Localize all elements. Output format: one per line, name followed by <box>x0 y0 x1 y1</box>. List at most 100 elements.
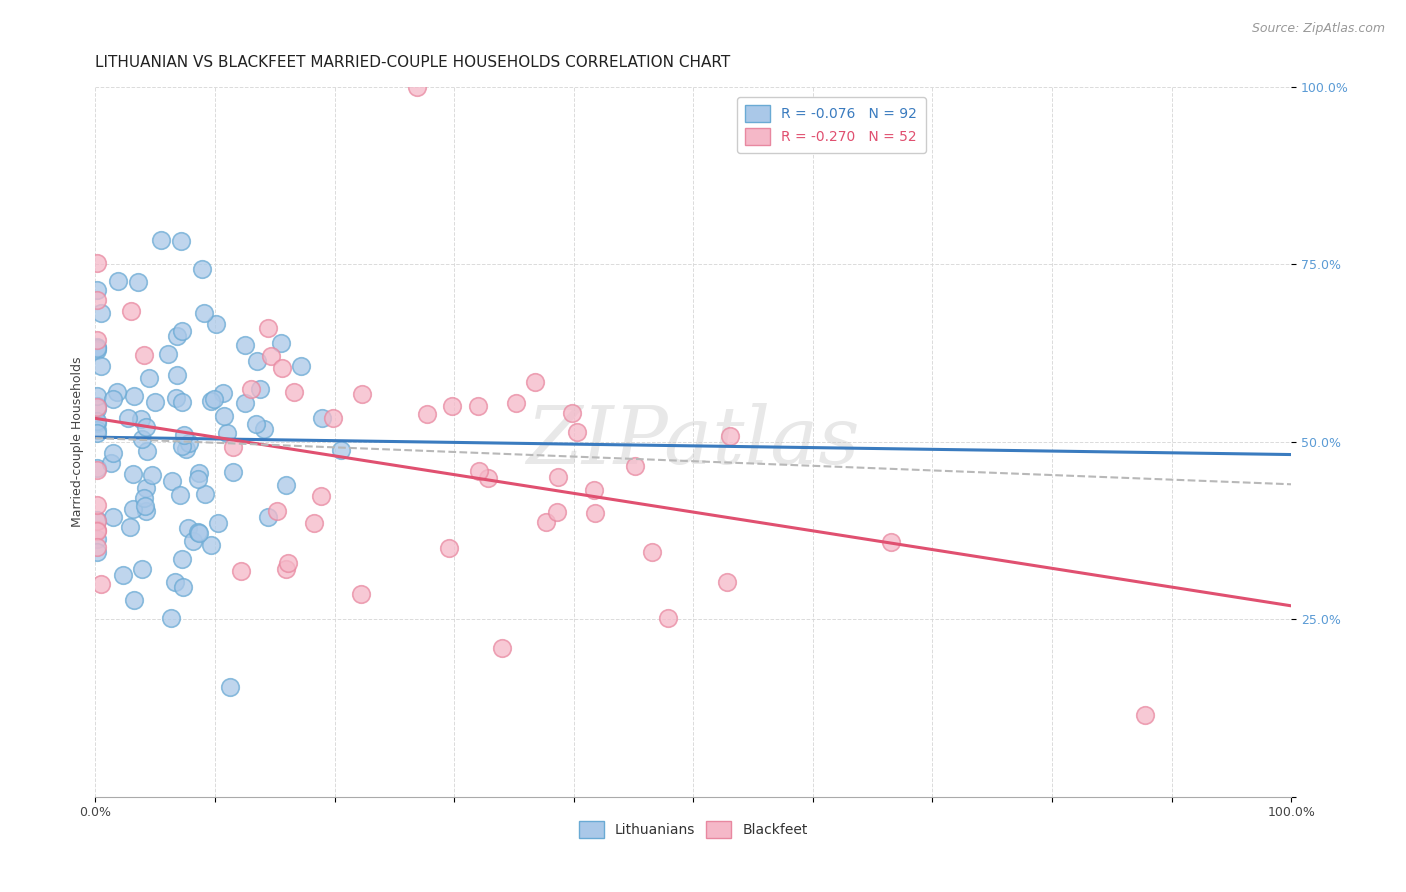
Point <box>188 467 211 481</box>
Point <box>86 524 108 538</box>
Point <box>118 519 141 533</box>
Point <box>117 411 139 425</box>
Point <box>86 463 108 477</box>
Point <box>546 505 568 519</box>
Point <box>86 402 108 417</box>
Point <box>86 498 108 512</box>
Point <box>160 475 183 489</box>
Point <box>1133 708 1156 723</box>
Point <box>352 387 374 401</box>
Point <box>174 442 197 456</box>
Point <box>86 461 108 475</box>
Point <box>100 456 122 470</box>
Point <box>132 491 155 505</box>
Point <box>233 338 256 352</box>
Point <box>111 568 134 582</box>
Point <box>536 516 558 530</box>
Point <box>135 481 157 495</box>
Point <box>166 368 188 383</box>
Point <box>260 350 283 364</box>
Point <box>406 80 429 95</box>
Point <box>561 406 583 420</box>
Point <box>200 393 222 408</box>
Point <box>177 436 200 450</box>
Point <box>86 524 108 538</box>
Point <box>491 640 513 655</box>
Point <box>122 389 145 403</box>
Point <box>350 587 373 601</box>
Point <box>194 487 217 501</box>
Point <box>270 336 292 351</box>
Point <box>170 552 193 566</box>
Point <box>235 396 257 410</box>
Point <box>101 510 124 524</box>
Point <box>657 611 679 625</box>
Point <box>583 483 606 498</box>
Point <box>86 340 108 354</box>
Point <box>163 574 186 589</box>
Point <box>86 399 108 413</box>
Point <box>172 395 194 409</box>
Point <box>122 467 145 482</box>
Point <box>880 534 903 549</box>
Point <box>302 516 325 530</box>
Point <box>143 395 166 409</box>
Point <box>191 262 214 277</box>
Point <box>129 412 152 426</box>
Point <box>283 385 305 400</box>
Point <box>86 283 108 297</box>
Point <box>86 414 108 428</box>
Text: Source: ZipAtlas.com: Source: ZipAtlas.com <box>1251 22 1385 36</box>
Point <box>505 395 527 409</box>
Point <box>138 371 160 385</box>
Point <box>416 407 439 421</box>
Point <box>124 592 146 607</box>
Point <box>187 472 209 486</box>
Point <box>205 317 228 331</box>
Point <box>187 525 209 540</box>
Point <box>276 562 298 576</box>
Point <box>202 392 225 406</box>
Point <box>274 477 297 491</box>
Point <box>467 399 489 413</box>
Point <box>86 545 108 559</box>
Point <box>86 389 108 403</box>
Point <box>212 386 235 401</box>
Point <box>90 359 112 374</box>
Point <box>166 391 188 405</box>
Point <box>477 471 499 485</box>
Point <box>249 383 271 397</box>
Point <box>716 574 738 589</box>
Point <box>134 499 156 513</box>
Point <box>583 506 606 520</box>
Point <box>120 304 142 318</box>
Point <box>200 538 222 552</box>
Point <box>240 383 263 397</box>
Point <box>105 385 128 400</box>
Point <box>246 354 269 368</box>
Point <box>86 532 108 546</box>
Point <box>170 439 193 453</box>
Point <box>86 515 108 529</box>
Point <box>141 468 163 483</box>
Point <box>188 526 211 541</box>
Point <box>467 465 489 479</box>
Point <box>86 333 108 347</box>
Point <box>89 306 111 320</box>
Point <box>86 540 108 554</box>
Point <box>107 274 129 288</box>
Point <box>271 361 294 376</box>
Point <box>101 392 124 407</box>
Point <box>86 341 108 355</box>
Point <box>176 521 198 535</box>
Point <box>131 562 153 576</box>
Point <box>193 306 215 320</box>
Point <box>86 256 108 270</box>
Point <box>136 444 159 458</box>
Point <box>135 504 157 518</box>
Point <box>322 411 344 425</box>
Y-axis label: Married-couple Households: Married-couple Households <box>72 357 84 527</box>
Point <box>309 489 332 503</box>
Point <box>437 541 460 555</box>
Point <box>624 458 647 473</box>
